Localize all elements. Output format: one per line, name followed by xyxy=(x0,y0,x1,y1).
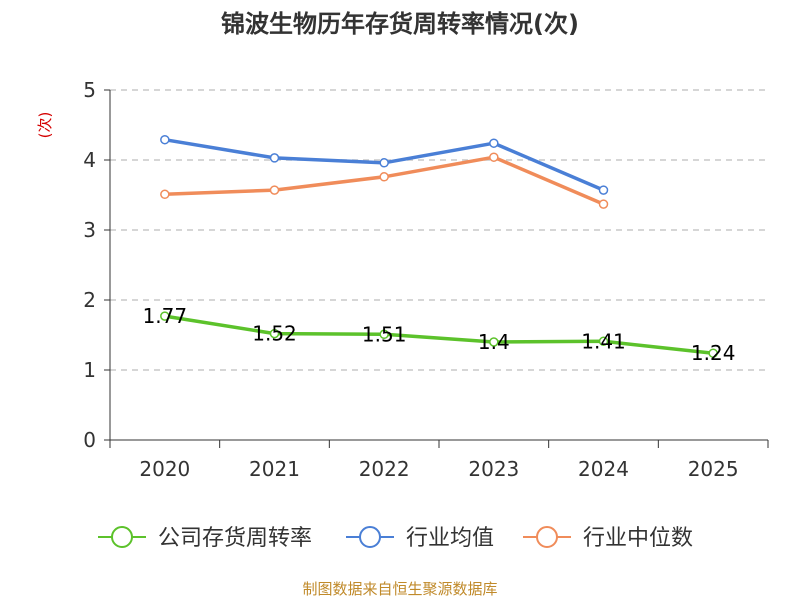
data-point xyxy=(269,328,280,339)
y-tick-label: 2 xyxy=(83,288,96,312)
data-point xyxy=(379,158,389,168)
x-tick-label: 2020 xyxy=(139,457,190,481)
x-tick-label: 2022 xyxy=(359,457,410,481)
data-label: 1.4 xyxy=(478,330,510,354)
legend-label: 行业中位数 xyxy=(583,526,693,551)
legend-swatch-marker xyxy=(536,526,558,548)
legend-label: 行业均值 xyxy=(406,526,494,551)
legend: 公司存货周转率 行业均值 行业中位数 xyxy=(98,526,693,551)
x-tick-label: 2024 xyxy=(578,457,629,481)
x-tick-label: 2021 xyxy=(249,457,300,481)
x-tick-label: 2025 xyxy=(688,457,739,481)
data-point xyxy=(598,336,609,347)
legend-label: 公司存货周转率 xyxy=(158,526,312,551)
x-tick-label: 2023 xyxy=(468,457,519,481)
data-point xyxy=(489,337,499,347)
data-point xyxy=(489,138,499,148)
data-point xyxy=(269,185,280,195)
grid-lines xyxy=(110,89,768,371)
data-label: 1.77 xyxy=(143,304,188,328)
data-point xyxy=(598,199,609,209)
data-point xyxy=(489,152,499,162)
data-point xyxy=(598,185,609,195)
data-point xyxy=(160,311,170,321)
data-label: 1.52 xyxy=(252,322,297,346)
data-point xyxy=(160,134,170,145)
data-point xyxy=(379,329,389,340)
legend-swatch-marker xyxy=(359,526,381,548)
y-tick-label: 5 xyxy=(83,78,96,102)
data-label: 1.41 xyxy=(581,329,626,353)
y-tick-label: 3 xyxy=(83,218,96,242)
data-point xyxy=(379,172,389,182)
legend-swatch-marker xyxy=(111,526,133,548)
series-group: 1.77 1.52 1.51 1.4 1.41 1.24 xyxy=(143,134,736,365)
data-point xyxy=(269,153,280,163)
data-label: 1.24 xyxy=(691,341,736,365)
data-point xyxy=(160,189,170,200)
axes: 0 1 2 3 4 5 2020 2021 2022 2023 2024 2025 xyxy=(83,78,769,481)
data-label: 1.51 xyxy=(362,322,407,346)
y-tick-label: 4 xyxy=(83,148,96,172)
y-tick-label: 1 xyxy=(83,358,96,382)
chart-title: 锦波生物历年存货周转率情况(次) xyxy=(221,10,579,38)
source-note: 制图数据来自恒生聚源数据库 xyxy=(302,580,497,598)
data-point xyxy=(708,348,718,358)
series-line xyxy=(164,314,714,355)
y-axis-label: (次) xyxy=(36,112,54,139)
y-tick-label: 0 xyxy=(83,428,96,452)
